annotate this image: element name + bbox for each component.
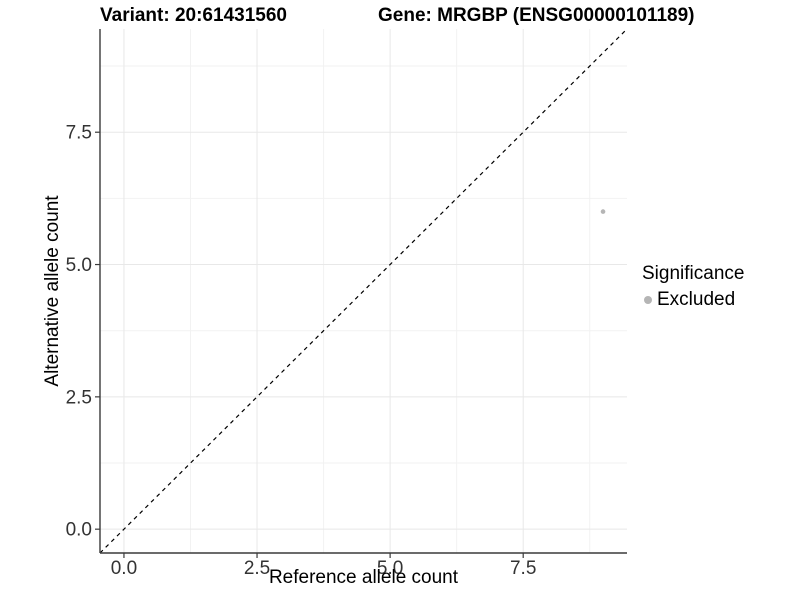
x-tick-label: 7.5: [510, 558, 536, 579]
x-axis-title: Reference allele count: [268, 567, 459, 588]
x-tick-label: 2.5: [244, 558, 270, 579]
legend-item-label: Excluded: [657, 289, 736, 310]
x-tick-label: 0.0: [111, 558, 137, 579]
legend-title: Significance: [642, 263, 745, 284]
legend-item-excluded: Excluded: [640, 289, 744, 311]
y-axis-title: Alternative allele count: [42, 195, 63, 387]
x-tick-label: 5.0: [377, 558, 403, 579]
y-tick-label: 2.5: [66, 387, 92, 408]
excluded-point-icon: [643, 296, 652, 304]
legend: Significance Excluded: [640, 263, 744, 311]
legend-key: [640, 293, 655, 308]
y-tick-label: 5.0: [66, 255, 92, 276]
y-tick-label: 0.0: [66, 520, 92, 541]
variant-title: Variant: 20:61431560: [100, 5, 287, 26]
y-tick-label: 7.5: [66, 123, 92, 144]
gene-title: Gene: MRGBP (ENSG00000101189): [378, 5, 695, 26]
data-point: [600, 209, 606, 214]
identity-line: [99, 28, 628, 554]
